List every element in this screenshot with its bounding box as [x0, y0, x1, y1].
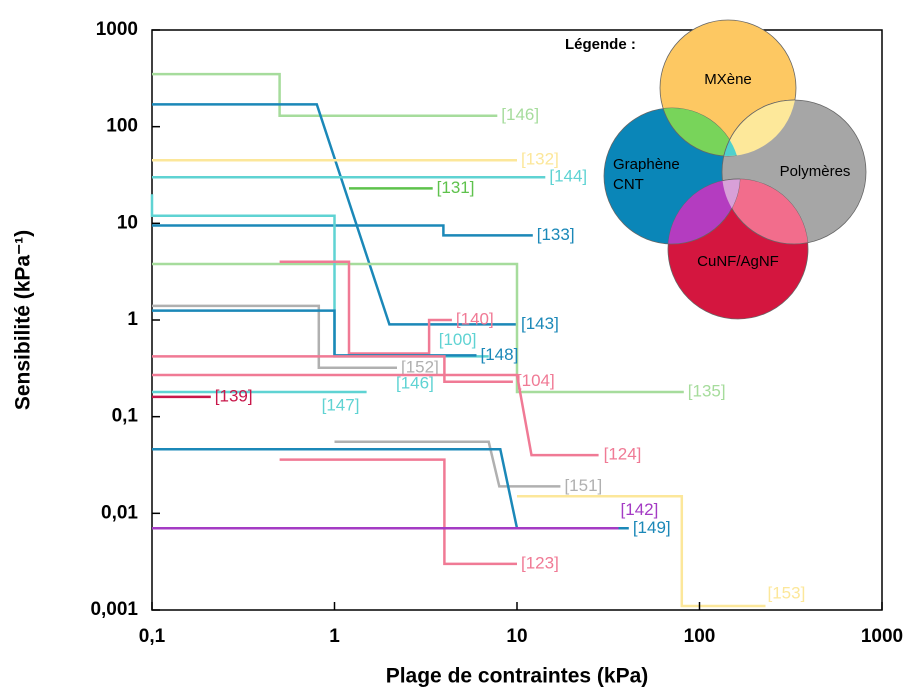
- y-tick-label: 100: [106, 116, 138, 137]
- plot-area: [146] [143] [132][144] [131] [133] [135] [100]…: [150, 72, 806, 608]
- x-tick-label: 1: [329, 626, 340, 647]
- series-label: [140]: [456, 309, 494, 328]
- series-label: [143]: [521, 314, 559, 333]
- legend-label: CuNF/AgNF: [697, 253, 779, 270]
- series-line: [152, 304, 397, 370]
- y-tick-label: 0,1: [112, 406, 139, 427]
- series-line: [152, 373, 599, 457]
- series-line: [152, 103, 517, 326]
- series-label: [139]: [215, 386, 253, 405]
- series-line: [152, 355, 513, 383]
- venn-legend: Légende : MXène Graphène CNT Polymères CuNF/…: [565, 19, 867, 320]
- x-tick-label: 10: [506, 626, 527, 647]
- y-tick-label: 0,01: [101, 502, 138, 523]
- series-label: [135]: [688, 381, 726, 400]
- series-label: [144]: [549, 167, 587, 186]
- legend-overlap: [668, 179, 741, 245]
- series-label: [152]: [401, 357, 439, 376]
- series-label: [100]: [439, 330, 477, 349]
- legend-label: Polymères: [780, 163, 851, 180]
- series-line: [152, 224, 533, 237]
- y-tick-label: 1000: [96, 19, 138, 40]
- series-line: [279, 458, 517, 566]
- series-label: [147]: [322, 395, 360, 414]
- series-label: [131]: [437, 178, 475, 197]
- x-tick-label: 0,1: [139, 626, 166, 647]
- series-label: [153]: [768, 583, 806, 602]
- series-label: [151]: [564, 476, 602, 495]
- legend-overlap: [721, 99, 796, 156]
- x-tick-label: 1000: [861, 626, 903, 647]
- series-line: [517, 495, 766, 608]
- series-line: [279, 260, 452, 355]
- legend-overlap: [721, 179, 808, 245]
- series-line: [334, 440, 561, 488]
- x-tick-label: 100: [684, 626, 716, 647]
- legend-overlap: [722, 178, 740, 244]
- legend-title: Légende :: [565, 36, 636, 53]
- legend-label: CNT: [613, 176, 644, 193]
- series-label: [124]: [604, 445, 642, 464]
- series-line: [152, 309, 477, 357]
- legend-label: Graphène: [613, 156, 680, 173]
- y-axis-title: Sensibilité (kPa⁻¹): [12, 230, 35, 410]
- series-label: [148]: [481, 345, 519, 364]
- series-label: [104]: [517, 371, 555, 390]
- series-label: [133]: [537, 225, 575, 244]
- series-line: [152, 448, 629, 530]
- y-tick-label: 10: [117, 212, 138, 233]
- x-axis-title: Plage de contraintes (kPa): [386, 665, 649, 688]
- legend-label: MXène: [704, 71, 752, 88]
- y-tick-label: 0,001: [90, 599, 138, 620]
- series-label: [146]: [501, 105, 539, 124]
- series-line: [152, 72, 498, 117]
- series-label: [132]: [521, 150, 559, 169]
- annotation: [146]: [396, 373, 434, 392]
- series-label: [142]: [621, 500, 659, 519]
- series-label: [149]: [633, 518, 671, 537]
- series-label: [123]: [521, 553, 559, 572]
- y-tick-label: 1: [127, 309, 138, 330]
